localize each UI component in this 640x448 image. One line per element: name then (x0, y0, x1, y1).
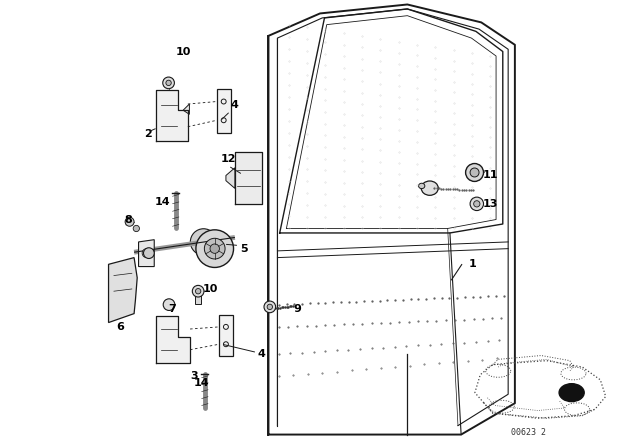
Circle shape (195, 289, 201, 294)
Text: 14: 14 (154, 197, 170, 207)
Text: 3: 3 (191, 371, 198, 381)
Circle shape (474, 201, 480, 207)
Circle shape (196, 230, 234, 267)
Circle shape (470, 197, 484, 211)
Polygon shape (235, 152, 262, 204)
Circle shape (163, 77, 174, 89)
Text: 14: 14 (193, 378, 209, 388)
Text: 6: 6 (116, 322, 125, 332)
Circle shape (133, 225, 140, 232)
Ellipse shape (421, 181, 438, 195)
Text: 4: 4 (231, 100, 239, 110)
Polygon shape (183, 104, 189, 114)
Text: 10: 10 (175, 47, 191, 56)
Circle shape (125, 217, 134, 226)
Text: 10: 10 (202, 284, 218, 294)
Circle shape (264, 301, 276, 313)
Polygon shape (156, 316, 190, 363)
FancyBboxPatch shape (195, 291, 201, 304)
Text: 00623 2: 00623 2 (511, 428, 546, 437)
Circle shape (192, 285, 204, 297)
Circle shape (470, 168, 479, 177)
Text: 7: 7 (168, 304, 176, 314)
Text: 4: 4 (258, 349, 266, 359)
Circle shape (559, 383, 584, 401)
Circle shape (142, 249, 151, 258)
Polygon shape (226, 168, 235, 189)
Text: 13: 13 (483, 199, 498, 209)
Circle shape (210, 244, 220, 254)
Text: 11: 11 (483, 170, 498, 180)
Text: 8: 8 (124, 215, 132, 224)
Text: 9: 9 (294, 304, 301, 314)
FancyBboxPatch shape (219, 315, 233, 356)
Circle shape (166, 80, 172, 86)
Polygon shape (109, 258, 137, 323)
Text: 2: 2 (143, 129, 152, 139)
Polygon shape (138, 240, 154, 267)
Ellipse shape (419, 183, 425, 189)
Polygon shape (156, 90, 188, 141)
Circle shape (466, 164, 484, 181)
Circle shape (267, 304, 273, 310)
Circle shape (204, 238, 225, 259)
Text: 12: 12 (220, 154, 236, 164)
FancyBboxPatch shape (216, 89, 231, 133)
Circle shape (163, 299, 175, 310)
Text: 5: 5 (240, 244, 248, 254)
Circle shape (143, 248, 154, 258)
Circle shape (190, 229, 217, 255)
Text: 1: 1 (468, 259, 476, 269)
